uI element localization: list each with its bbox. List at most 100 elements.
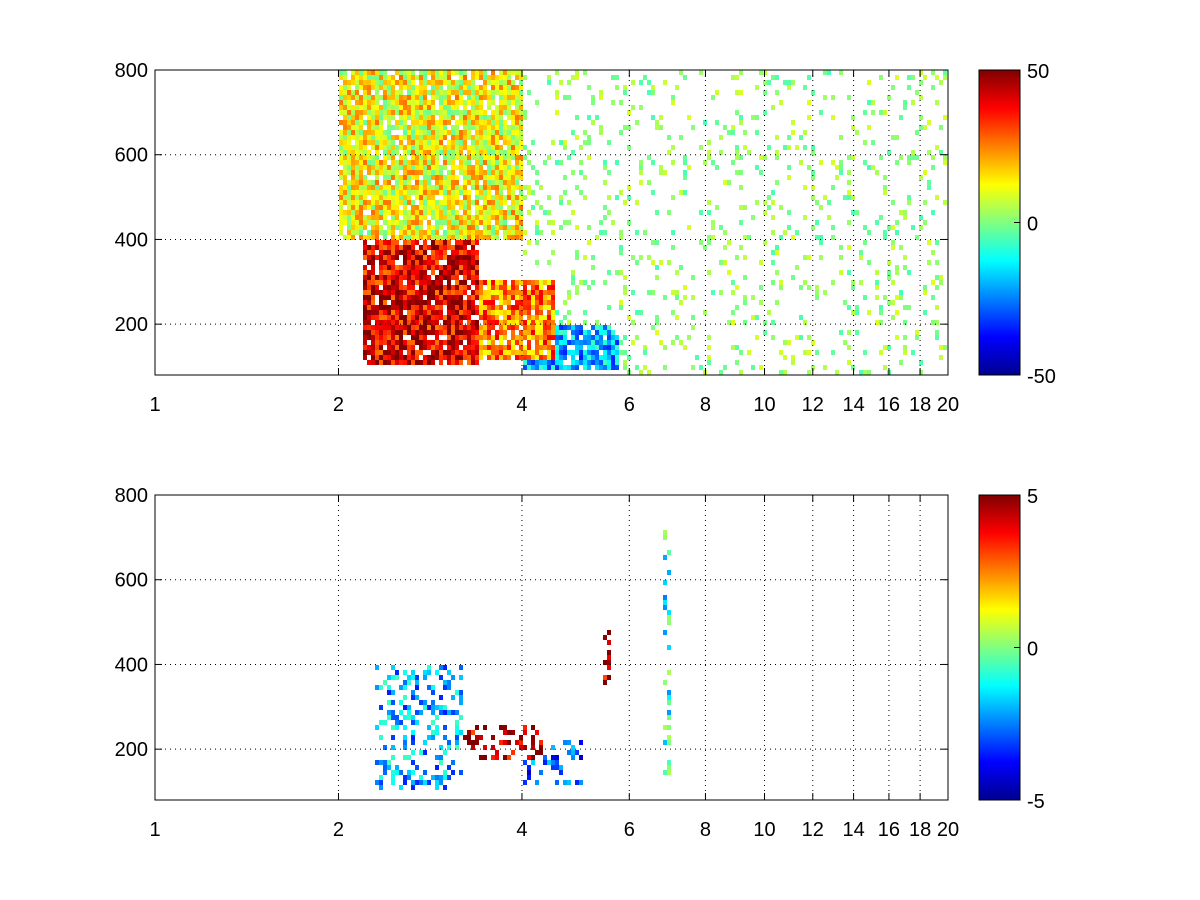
heatmap-cell xyxy=(435,80,439,85)
heatmap-cell xyxy=(507,195,511,200)
heatmap-cell xyxy=(503,355,507,360)
heatmap-cell xyxy=(667,735,671,740)
heatmap-cell xyxy=(499,70,503,75)
heatmap-cell xyxy=(387,90,391,95)
heatmap-cell xyxy=(519,310,523,315)
heatmap-cell xyxy=(415,765,419,770)
heatmap-cell xyxy=(503,120,507,125)
heatmap-cell xyxy=(631,255,635,260)
heatmap-cell xyxy=(403,735,407,740)
heatmap-cell xyxy=(407,295,411,300)
heatmap-cell xyxy=(383,350,387,355)
heatmap-cell xyxy=(815,290,819,295)
heatmap-cell xyxy=(511,90,515,95)
heatmap-cell xyxy=(355,220,359,225)
heatmap-cell xyxy=(415,165,419,170)
heatmap-cell xyxy=(599,355,603,360)
heatmap-cell xyxy=(427,330,431,335)
heatmap-cell xyxy=(603,350,607,355)
heatmap-cell xyxy=(415,325,419,330)
heatmap-cell xyxy=(351,145,355,150)
heatmap-cell xyxy=(491,735,495,740)
heatmap-cell xyxy=(563,350,567,355)
heatmap-cell xyxy=(503,100,507,105)
heatmap-cell xyxy=(475,340,479,345)
heatmap-cell xyxy=(339,120,343,125)
heatmap-cell xyxy=(771,260,775,265)
heatmap-cell xyxy=(415,335,419,340)
heatmap-cell xyxy=(439,85,443,90)
heatmap-cell xyxy=(479,215,483,220)
heatmap-cell xyxy=(427,670,431,675)
heatmap-cell xyxy=(391,665,395,670)
heatmap-cell xyxy=(399,95,403,100)
heatmap-cell xyxy=(407,70,411,75)
heatmap-cell xyxy=(491,295,495,300)
heatmap-cell xyxy=(395,325,399,330)
heatmap-cell xyxy=(691,365,695,370)
heatmap-cell xyxy=(547,350,551,355)
heatmap-cell xyxy=(907,160,911,165)
heatmap-cell xyxy=(431,130,435,135)
heatmap-cell xyxy=(383,305,387,310)
heatmap-cell xyxy=(847,220,851,225)
heatmap-cell xyxy=(467,275,471,280)
heatmap-cell xyxy=(791,130,795,135)
heatmap-cell xyxy=(499,300,503,305)
heatmap-cell xyxy=(707,270,711,275)
heatmap-cell xyxy=(383,245,387,250)
heatmap-cell xyxy=(415,95,419,100)
heatmap-cell xyxy=(451,110,455,115)
heatmap-cell xyxy=(663,295,667,300)
heatmap-cell xyxy=(667,725,671,730)
heatmap-cell xyxy=(467,300,471,305)
heatmap-cell xyxy=(395,765,399,770)
heatmap-cell xyxy=(811,365,815,370)
heatmap-cell xyxy=(375,100,379,105)
heatmap-cell xyxy=(607,355,611,360)
heatmap-cell xyxy=(475,125,479,130)
heatmap-cell xyxy=(411,135,415,140)
heatmap-cell xyxy=(667,710,671,715)
heatmap-cell xyxy=(399,700,403,705)
heatmap-cell xyxy=(359,115,363,120)
heatmap-cell xyxy=(455,210,459,215)
heatmap-cell xyxy=(407,235,411,240)
heatmap-cell xyxy=(463,200,467,205)
heatmap-cell xyxy=(539,205,543,210)
heatmap-cell xyxy=(431,80,435,85)
heatmap-cell xyxy=(615,355,619,360)
heatmap-cell xyxy=(431,240,435,245)
heatmap-cell xyxy=(927,260,931,265)
heatmap-cell xyxy=(475,335,479,340)
heatmap-cell xyxy=(411,340,415,345)
heatmap-cell xyxy=(435,150,439,155)
grid xyxy=(155,70,948,375)
heatmap-cell xyxy=(667,700,671,705)
heatmap-cell xyxy=(363,255,367,260)
heatmap-cell xyxy=(499,185,503,190)
heatmap-cell xyxy=(655,330,659,335)
colorbar-gradient xyxy=(979,70,1020,375)
heatmap-cell xyxy=(351,70,355,75)
heatmap-cell xyxy=(731,290,735,295)
heatmap-cell xyxy=(559,355,563,360)
heatmap-cell xyxy=(347,140,351,145)
heatmap-cell xyxy=(519,295,523,300)
heatmap-cell xyxy=(791,355,795,360)
heatmap-cell xyxy=(887,270,891,275)
heatmap-cell xyxy=(359,235,363,240)
heatmap-cell xyxy=(455,720,459,725)
heatmap-cell xyxy=(411,325,415,330)
heatmap-cell xyxy=(563,175,567,180)
heatmap-cell xyxy=(595,355,599,360)
heatmap-cell xyxy=(411,295,415,300)
heatmap-cell xyxy=(731,320,735,325)
heatmap-cell xyxy=(847,345,851,350)
heatmap-cell xyxy=(403,685,407,690)
heatmap-cell xyxy=(623,85,627,90)
heatmap-cell xyxy=(443,785,447,790)
heatmap-cell xyxy=(371,135,375,140)
heatmap-cell xyxy=(451,245,455,250)
heatmap-cell xyxy=(435,355,439,360)
